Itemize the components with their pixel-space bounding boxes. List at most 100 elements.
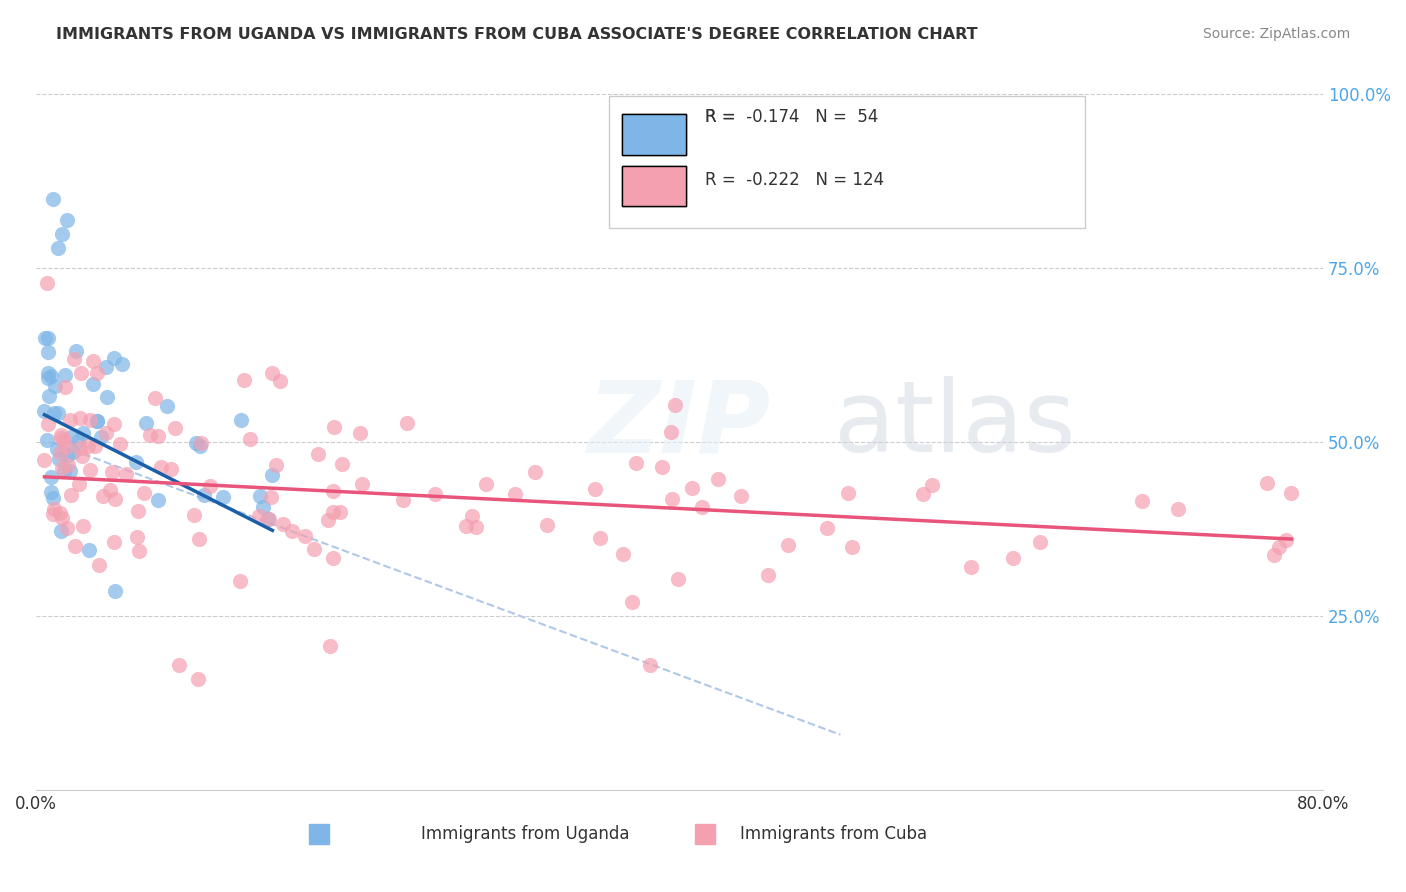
Point [35, 276, 58, 290]
Point [756, 568, 779, 582]
Point [82, 377, 104, 392]
Point [145, 391, 167, 405]
Point [96, 425, 118, 440]
Point [155, 399, 177, 413]
Point [167, 658, 190, 673]
Point [1002, 551, 1025, 566]
Point [198, 479, 221, 493]
Point [150, 460, 173, 475]
Point [585, 483, 607, 497]
Point [425, 487, 447, 501]
Point [103, 535, 125, 549]
Point [51, 227, 73, 241]
Point [239, 432, 262, 446]
Point [146, 492, 169, 507]
Point [45, 442, 67, 456]
Point [322, 484, 344, 499]
Point [103, 351, 125, 365]
Point [62, 445, 84, 459]
Point [249, 489, 271, 503]
Point [294, 529, 316, 543]
Point [395, 416, 418, 430]
Point [41, 508, 63, 522]
Point [79, 463, 101, 477]
Point [56, 449, 79, 463]
Point [163, 421, 186, 435]
Point [37, 433, 59, 447]
Point [464, 520, 486, 534]
Point [193, 488, 215, 502]
Point [86, 414, 108, 428]
Point [815, 521, 838, 535]
Point [454, 518, 477, 533]
Point [1274, 533, 1296, 548]
Point [51, 427, 73, 442]
Point [128, 543, 150, 558]
Point [349, 426, 371, 441]
Point [82, 354, 104, 368]
Point [83, 440, 105, 454]
Point [612, 547, 634, 561]
Point [681, 481, 703, 495]
Point [322, 505, 344, 519]
Point [316, 513, 339, 527]
Point [257, 512, 280, 526]
Point [1029, 534, 1052, 549]
Point [690, 500, 713, 515]
Point [69, 441, 91, 455]
Point [271, 516, 294, 531]
Point [912, 487, 935, 501]
Point [524, 465, 547, 479]
Point [188, 439, 211, 453]
Text: atlas: atlas [834, 376, 1076, 474]
Point [659, 425, 682, 439]
Point [1256, 475, 1278, 490]
Point [72, 425, 94, 440]
Point [55, 440, 77, 454]
Point [104, 583, 127, 598]
Point [63, 540, 86, 554]
Point [67, 477, 90, 491]
Point [86, 414, 108, 428]
Point [58, 458, 80, 472]
Point [352, 476, 374, 491]
Point [474, 476, 496, 491]
Point [34, 453, 56, 467]
Point [148, 429, 170, 443]
Point [666, 572, 689, 586]
Point [262, 468, 284, 483]
Point [138, 428, 160, 442]
Point [536, 518, 558, 533]
Point [1263, 549, 1285, 563]
Point [41, 470, 63, 484]
Point [184, 436, 207, 450]
Text: R =: R = [706, 108, 741, 126]
Point [59, 464, 82, 478]
Point [34, 404, 56, 418]
Point [1130, 494, 1153, 508]
Point [34, 331, 56, 345]
Point [66, 434, 89, 448]
Point [70, 449, 93, 463]
Point [322, 419, 344, 434]
Point [651, 459, 673, 474]
Point [264, 458, 287, 472]
Point [72, 518, 94, 533]
Point [53, 380, 76, 394]
Point [48, 406, 70, 420]
Point [229, 412, 252, 426]
Point [51, 460, 73, 475]
Point [280, 524, 302, 538]
Point [48, 452, 70, 467]
Point [60, 430, 83, 444]
Point [212, 491, 235, 505]
Point [247, 508, 270, 523]
Point [1281, 486, 1303, 500]
Point [53, 434, 76, 448]
Point [51, 431, 73, 445]
Text: Source: ZipAtlas.com: Source: ZipAtlas.com [1202, 27, 1350, 41]
Point [69, 410, 91, 425]
Point [44, 502, 66, 516]
Point [63, 351, 86, 366]
Point [160, 462, 183, 476]
